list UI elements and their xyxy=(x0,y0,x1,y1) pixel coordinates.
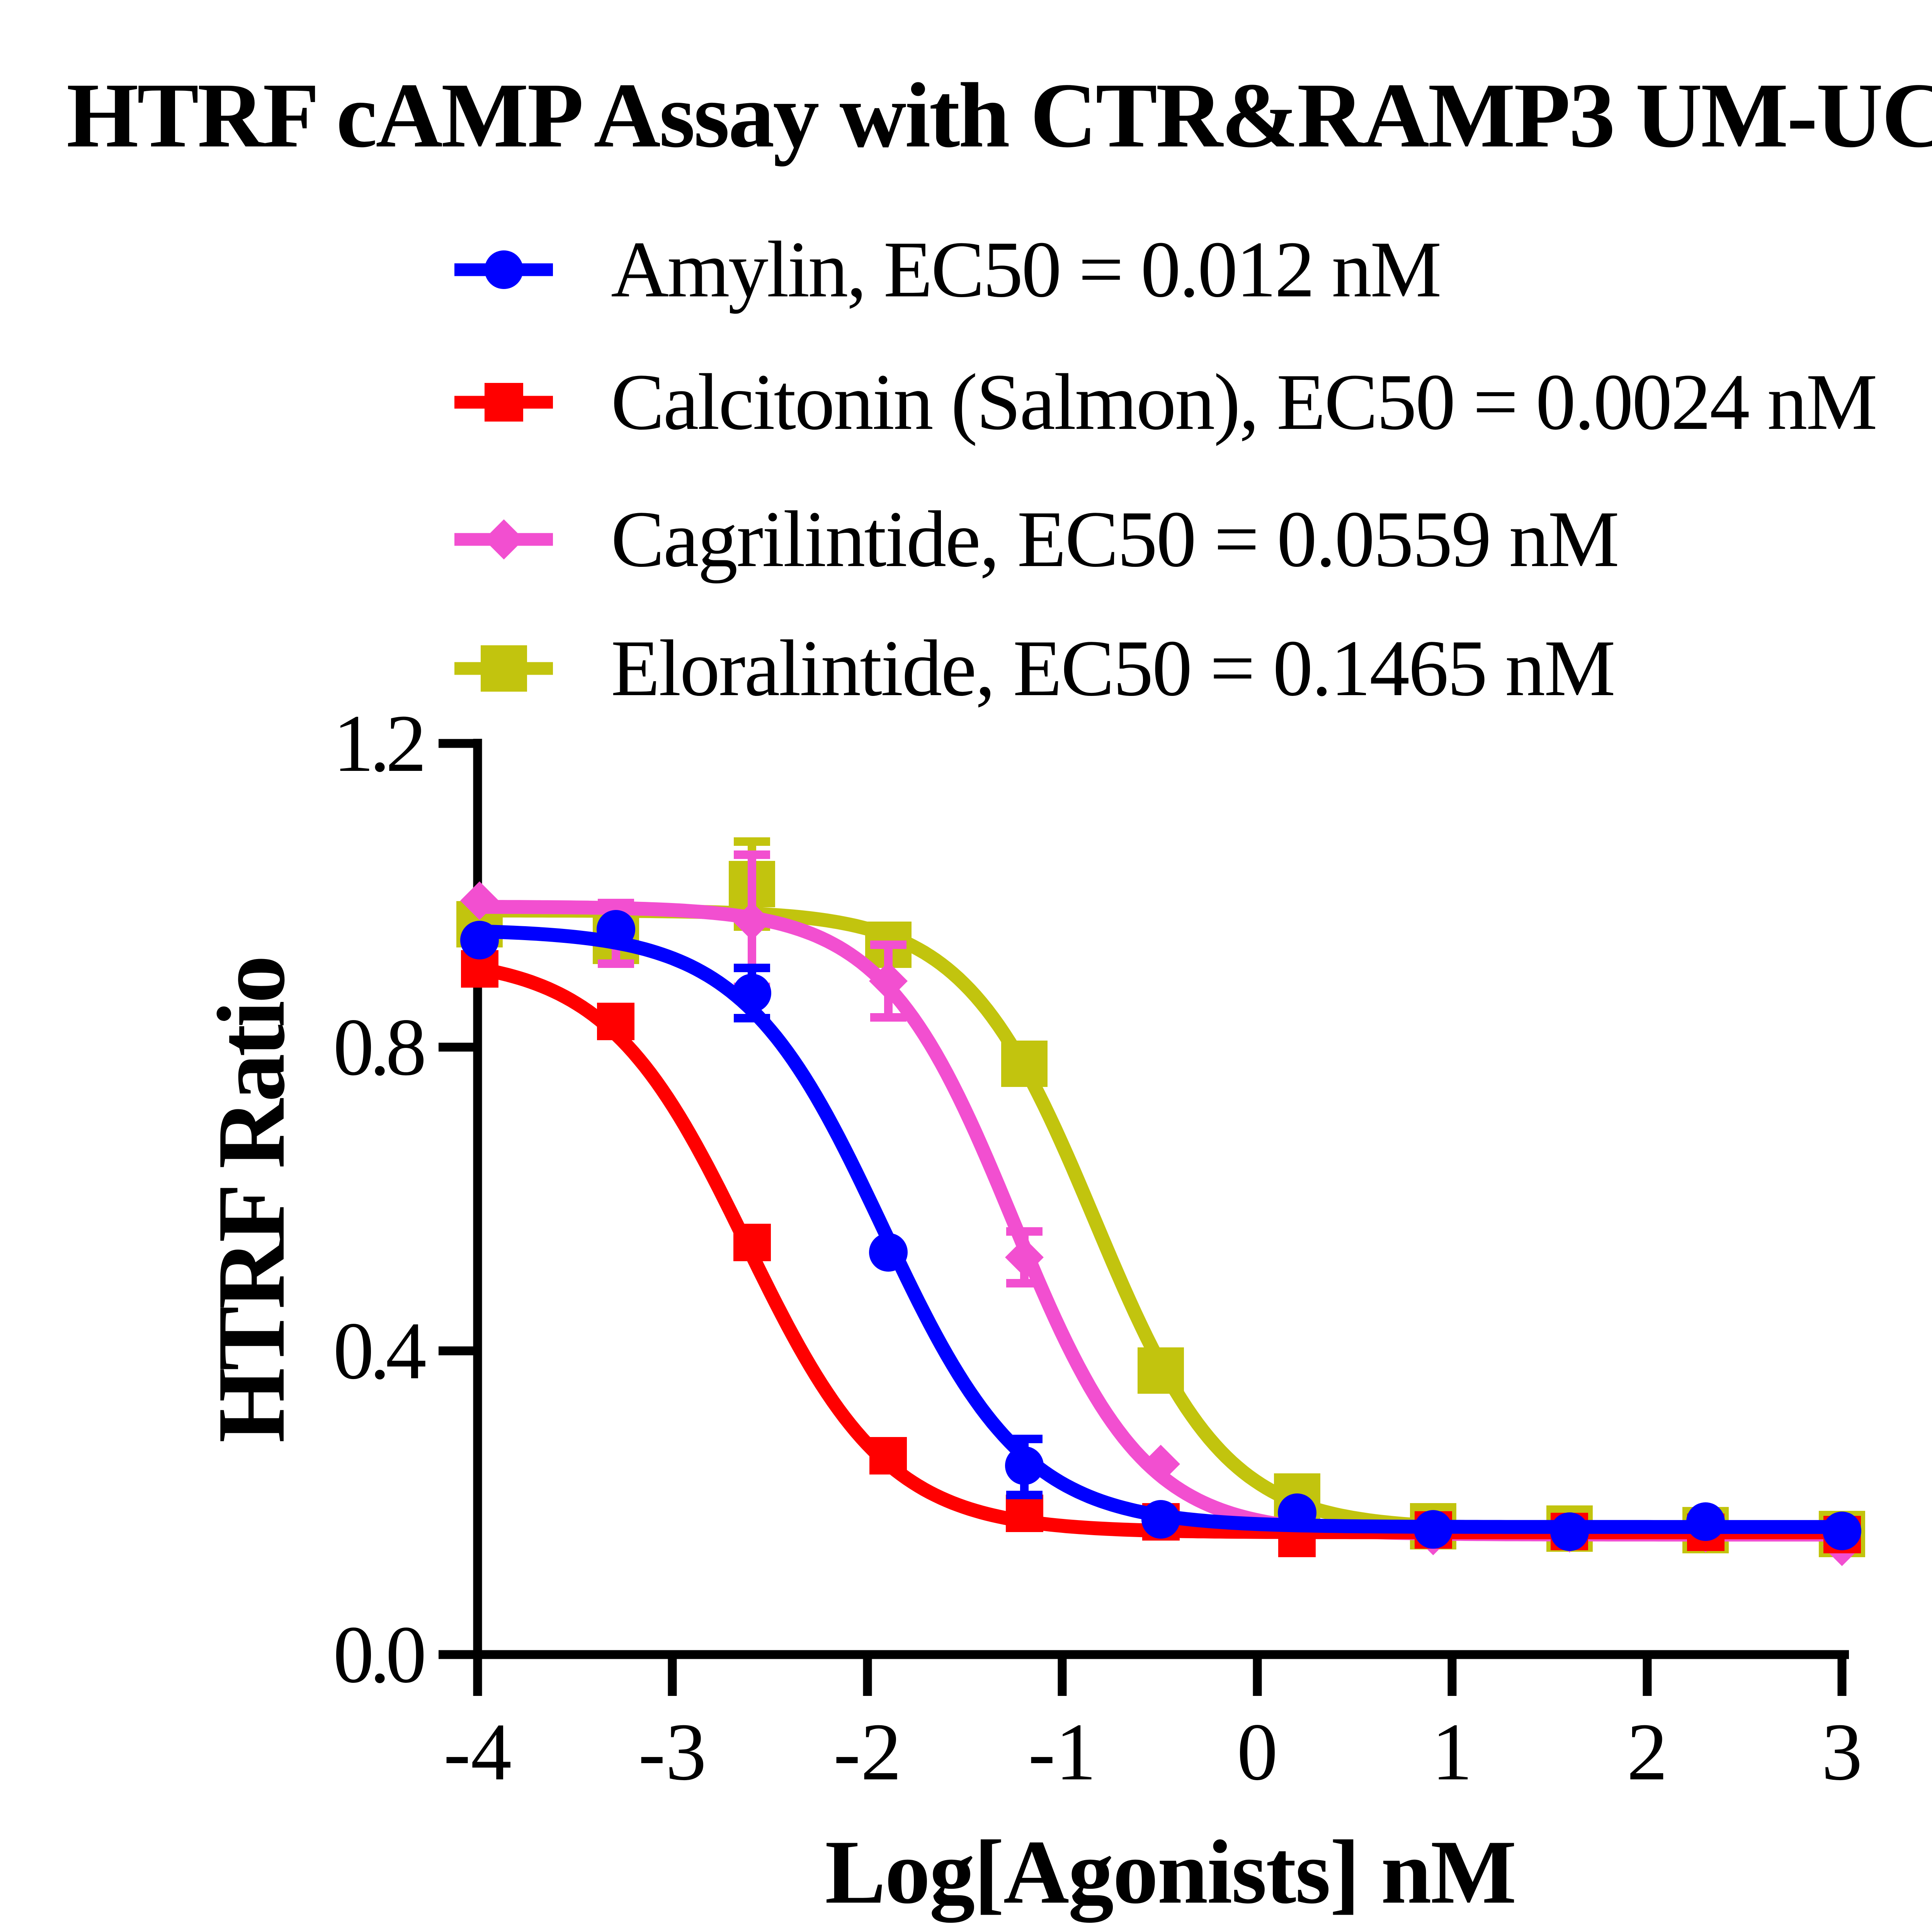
svg-text:1: 1 xyxy=(1432,1706,1473,1797)
svg-text:-3: -3 xyxy=(638,1706,707,1797)
svg-text:-1: -1 xyxy=(1028,1706,1097,1797)
svg-text:Calcitonin (Salmon), EC50 = 0.: Calcitonin (Salmon), EC50 = 0.0024 nM xyxy=(611,357,1878,446)
svg-text:3: 3 xyxy=(1821,1706,1862,1797)
svg-text:Log[Agonists] nM: Log[Agonists] nM xyxy=(825,1822,1517,1923)
svg-text:0: 0 xyxy=(1237,1706,1278,1797)
svg-text:0.8: 0.8 xyxy=(333,1002,427,1092)
svg-text:-4: -4 xyxy=(444,1706,512,1797)
svg-text:2: 2 xyxy=(1627,1706,1668,1797)
svg-text:Eloralintide, EC50 = 0.1465 nM: Eloralintide, EC50 = 0.1465 nM xyxy=(611,624,1616,713)
svg-text:0.0: 0.0 xyxy=(333,1609,427,1700)
svg-text:-2: -2 xyxy=(833,1706,902,1797)
svg-text:Cagrilintide, EC50 = 0.0559 nM: Cagrilintide, EC50 = 0.0559 nM xyxy=(611,495,1619,583)
svg-text:HTRF Ratio: HTRF Ratio xyxy=(198,955,305,1443)
svg-text:HTRF cAMP Assay with CTR&RAMP3: HTRF cAMP Assay with CTR&RAMP3 UM-UC-3 (… xyxy=(66,64,1932,167)
svg-text:0.4: 0.4 xyxy=(333,1305,427,1396)
svg-text:1.2: 1.2 xyxy=(333,698,427,789)
svg-text:Amylin, EC50 = 0.012 nM: Amylin, EC50 = 0.012 nM xyxy=(611,225,1442,314)
